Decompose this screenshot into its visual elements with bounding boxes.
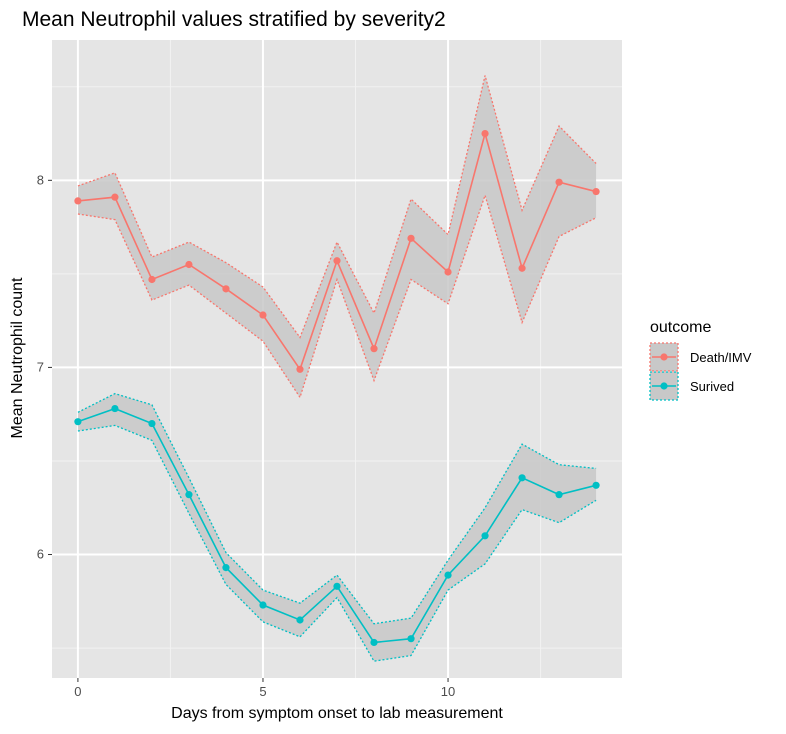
data-point-death-imv (370, 345, 378, 353)
data-point-death-imv (407, 234, 415, 242)
ribbon-surived (77, 393, 597, 662)
data-point-surived (222, 564, 230, 572)
ribbon-lower-surived (77, 424, 597, 662)
ribbon-upper-surived (77, 392, 597, 625)
data-point-death-imv (74, 197, 82, 205)
legend-key-surived (649, 371, 679, 401)
confidence-ribbons (77, 75, 597, 662)
data-point-surived (111, 404, 119, 413)
legend-label-death-imv: Death/IMV (690, 350, 752, 365)
ribbon-lower-death-imv (77, 193, 597, 399)
legend-title: outcome (650, 319, 711, 336)
data-point-surived (444, 571, 452, 579)
data-point-death-imv (111, 193, 119, 201)
legend-label-surived: Surived (690, 379, 734, 394)
data-point-surived (259, 601, 267, 609)
ribbon-upper-death-imv (77, 75, 597, 339)
data-point-death-imv (444, 268, 452, 276)
y-axis: 6 7 8 (37, 172, 52, 562)
data-point-surived (407, 635, 415, 643)
chart-title: Mean Neutrophil values stratified by sev… (22, 8, 446, 31)
data-point-surived (518, 474, 526, 482)
data-point-surived (148, 419, 156, 428)
ribbon-death-imv (77, 75, 597, 398)
data-point-surived (555, 491, 563, 499)
y-tick-label: 7 (37, 359, 44, 374)
plot-panel (52, 40, 622, 678)
legend-point-death-imv (660, 353, 668, 361)
data-point-surived (370, 638, 378, 647)
data-point-death-imv (148, 275, 156, 284)
legend: outcome Death/IMV Surived (649, 319, 752, 401)
data-point-death-imv (222, 285, 230, 293)
data-point-death-imv (555, 178, 563, 186)
data-point-death-imv (296, 365, 304, 373)
data-point-death-imv (333, 257, 341, 265)
y-axis-label: Mean Neutrophil count (9, 277, 26, 439)
data-point-surived (333, 582, 341, 590)
data-point-surived (481, 532, 489, 540)
x-axis: 0 5 10 (74, 678, 455, 699)
y-tick-label: 6 (37, 547, 44, 562)
data-point-surived (185, 491, 193, 499)
data-point-surived (74, 418, 82, 426)
data-point-death-imv (481, 129, 489, 138)
x-tick-label: 0 (74, 684, 81, 699)
data-point-death-imv (592, 187, 600, 196)
x-axis-label: Days from symptom onset to lab measureme… (171, 705, 503, 722)
series-points (74, 129, 600, 647)
x-tick-label: 10 (441, 684, 455, 699)
data-point-death-imv (259, 311, 267, 319)
data-point-death-imv (518, 264, 526, 272)
legend-point-surived (660, 382, 668, 390)
data-point-surived (296, 616, 304, 624)
x-tick-label: 5 (259, 684, 266, 699)
data-point-surived (592, 481, 600, 489)
y-tick-label: 8 (37, 172, 44, 187)
legend-key-death-imv (649, 342, 679, 372)
data-point-death-imv (185, 260, 193, 269)
